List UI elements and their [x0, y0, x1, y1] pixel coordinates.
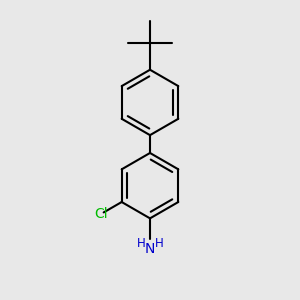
Text: N: N — [145, 242, 155, 256]
Text: H: H — [154, 237, 163, 250]
Text: Cl: Cl — [94, 207, 107, 221]
Text: H: H — [137, 237, 146, 250]
